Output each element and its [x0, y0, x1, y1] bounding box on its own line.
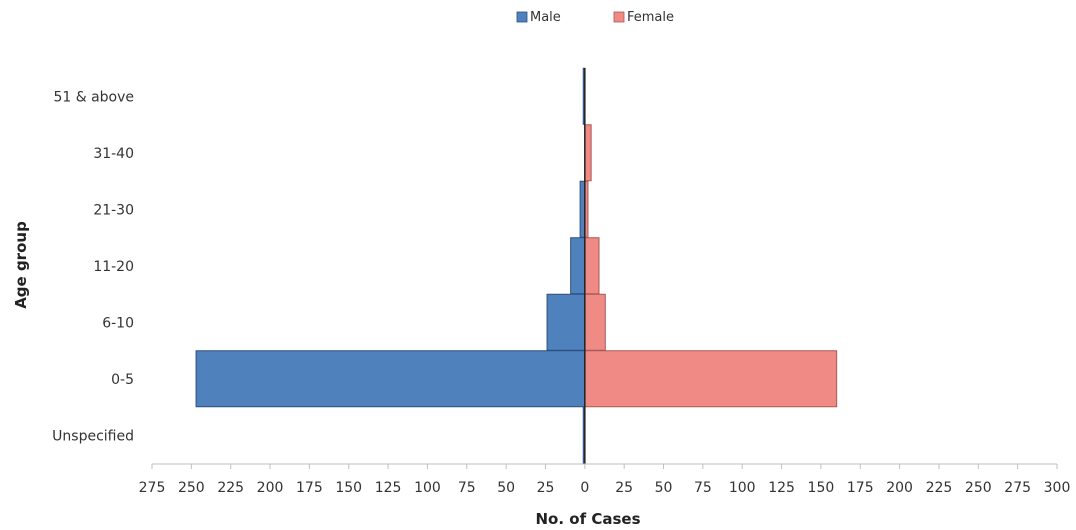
x-tick-label: 50: [497, 480, 515, 496]
x-tick-label: 275: [1004, 480, 1031, 496]
bar-female-4: [584, 293, 606, 351]
y-category-label: 6-10: [102, 315, 134, 331]
x-tick-label: 100: [414, 480, 441, 496]
x-tick-label: 25: [537, 480, 555, 496]
y-category-label: 31-40: [93, 146, 134, 162]
legend-swatch-male: [516, 11, 528, 23]
x-tick-label: 150: [335, 480, 362, 496]
x-tick-label: 200: [257, 480, 284, 496]
legend-label-female: Female: [627, 10, 674, 25]
bar-female-5: [584, 350, 838, 408]
legend: Male Female: [516, 10, 674, 25]
x-tick-label: 300: [1044, 480, 1071, 496]
x-tick-label: 75: [694, 480, 712, 496]
y-category-label: 51 & above: [53, 89, 134, 105]
bar-male-5: [195, 350, 586, 408]
legend-label-male: Male: [530, 10, 561, 25]
x-tick-label: 175: [847, 480, 874, 496]
x-tick-label: 250: [178, 480, 205, 496]
x-tick-label: 175: [296, 480, 323, 496]
y-category-label: 0-5: [111, 372, 134, 388]
bars-layer: [195, 67, 838, 464]
x-tick-label: 200: [886, 480, 913, 496]
x-axis: 275 250 225 200 175 150 125 100 75 50 25 0 25 50 75 100…: [139, 463, 1071, 496]
y-axis-category-labels: 51 & above 31-40 21-30 11-20 6-10 0-5 Unspecif…: [52, 89, 134, 444]
legend-swatch-female: [613, 11, 625, 23]
y-axis-title: Age group: [12, 221, 30, 309]
x-tick-label: 75: [458, 480, 476, 496]
x-tick-label: 250: [965, 480, 992, 496]
x-tick-label: 225: [926, 480, 953, 496]
x-tick-label: 125: [375, 480, 402, 496]
bar-female-1: [584, 124, 592, 182]
y-category-label: Unspecified: [52, 428, 134, 444]
x-tick-label: 125: [768, 480, 795, 496]
y-category-label: 21-30: [93, 202, 134, 218]
x-tick-label: 100: [729, 480, 756, 496]
x-tick-label: 50: [655, 480, 673, 496]
x-tick-label: 150: [808, 480, 835, 496]
bar-male-4: [546, 293, 586, 351]
x-tick-label: 275: [139, 480, 166, 496]
x-axis-title: No. of Cases: [536, 510, 641, 528]
x-tick-label: 225: [217, 480, 244, 496]
x-tick-label: 25: [615, 480, 633, 496]
x-tick-label: 0: [580, 480, 589, 496]
bar-female-3: [584, 237, 600, 295]
bar-male-3: [570, 237, 586, 295]
y-category-label: 11-20: [93, 259, 134, 275]
